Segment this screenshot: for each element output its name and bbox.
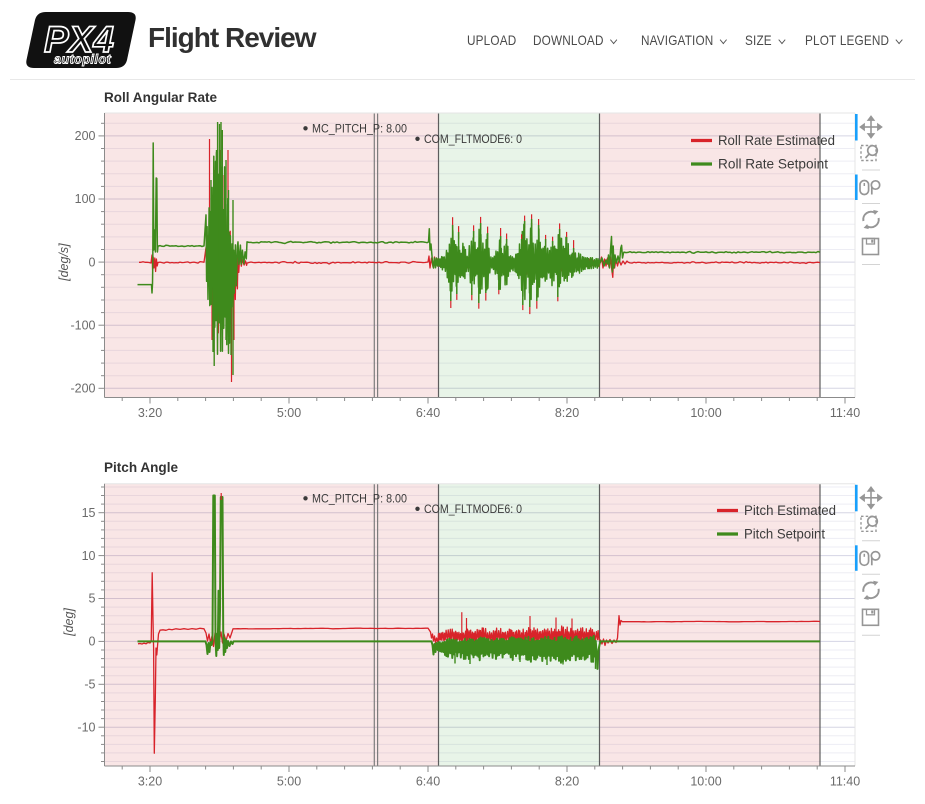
svg-text:10:00: 10:00 <box>690 775 721 789</box>
svg-text:[deg/s]: [deg/s] <box>57 243 71 282</box>
svg-text:MC_PITCH_P: 8.00: MC_PITCH_P: 8.00 <box>312 124 407 136</box>
svg-text:11:40: 11:40 <box>830 775 860 789</box>
svg-text:Roll Rate Estimated: Roll Rate Estimated <box>718 133 835 148</box>
svg-text:11:40: 11:40 <box>830 406 860 420</box>
svg-text:PX4: PX4 <box>44 19 114 60</box>
svg-text:5:00: 5:00 <box>277 406 301 420</box>
svg-text:8:20: 8:20 <box>555 406 579 420</box>
svg-text:Roll Rate Setpoint: Roll Rate Setpoint <box>718 157 828 172</box>
svg-text:10:00: 10:00 <box>690 406 721 420</box>
svg-text:200: 200 <box>75 129 96 143</box>
svg-text:-5: -5 <box>84 678 95 692</box>
svg-text:MC_PITCH_P: 8.00: MC_PITCH_P: 8.00 <box>312 494 407 506</box>
svg-text:Pitch Estimated: Pitch Estimated <box>744 503 836 518</box>
svg-text:-10: -10 <box>77 720 95 734</box>
svg-text:5:00: 5:00 <box>277 775 301 789</box>
svg-text:3:20: 3:20 <box>138 406 162 420</box>
svg-text:3:20: 3:20 <box>138 775 162 789</box>
svg-text:autopilot: autopilot <box>54 53 112 67</box>
svg-text:8:20: 8:20 <box>555 775 579 789</box>
svg-text:6:40: 6:40 <box>416 775 440 789</box>
svg-text:[deg]: [deg] <box>62 608 76 637</box>
svg-text:Roll Angular Rate: Roll Angular Rate <box>104 90 217 105</box>
svg-text:15: 15 <box>82 506 96 520</box>
svg-text:5: 5 <box>89 592 96 606</box>
svg-text:Pitch Setpoint: Pitch Setpoint <box>744 527 825 542</box>
svg-text:6:40: 6:40 <box>416 406 440 420</box>
svg-text:-200: -200 <box>70 382 95 396</box>
svg-text:COM_FLTMODE6: 0: COM_FLTMODE6: 0 <box>424 504 522 516</box>
svg-text:100: 100 <box>75 192 96 206</box>
svg-text:Pitch Angle: Pitch Angle <box>104 460 178 475</box>
svg-text:0: 0 <box>89 255 96 269</box>
svg-text:COM_FLTMODE6: 0: COM_FLTMODE6: 0 <box>424 134 522 146</box>
svg-text:-100: -100 <box>70 318 95 332</box>
svg-text:0: 0 <box>89 635 96 649</box>
svg-text:10: 10 <box>82 549 96 563</box>
